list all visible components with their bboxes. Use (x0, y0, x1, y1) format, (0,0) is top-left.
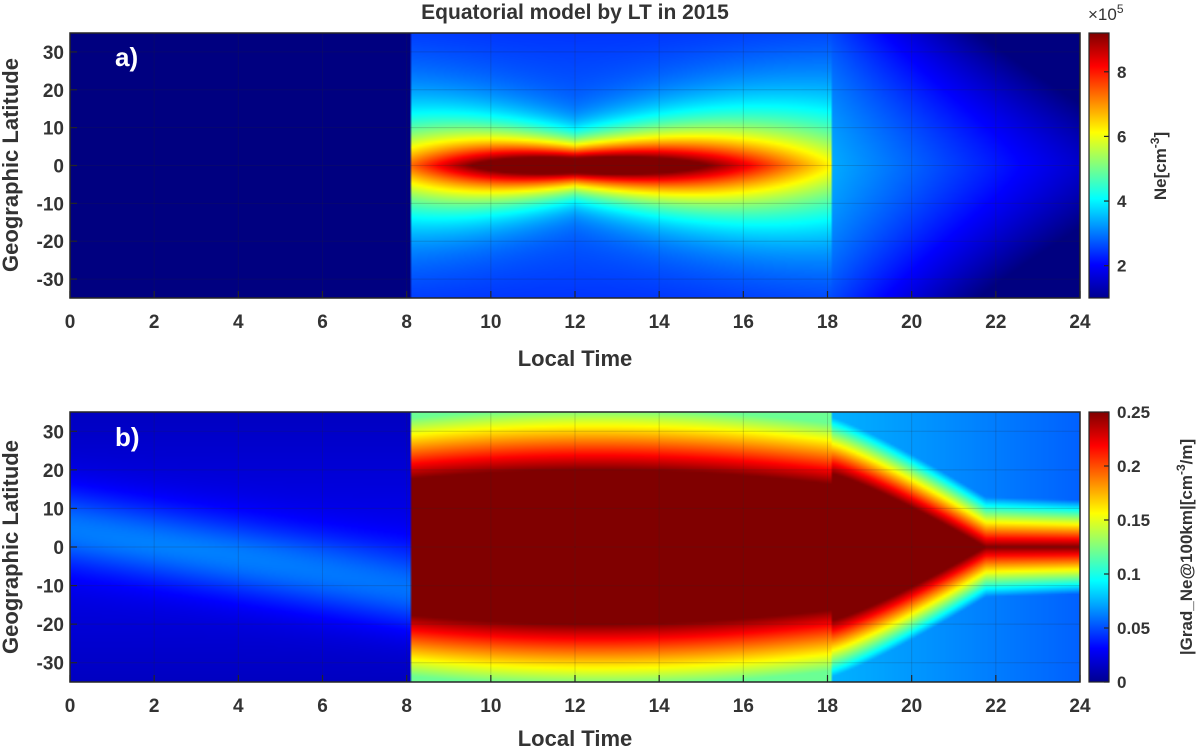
colorbar-tick-label: 0.1 (1117, 565, 1141, 584)
panel-a-heatmap (70, 33, 1080, 298)
panel-a-ylabel: Geographic Latitude (0, 58, 23, 272)
x-tick-label: 24 (1069, 696, 1091, 717)
x-tick-label: 6 (317, 312, 328, 333)
y-tick-label: 10 (43, 499, 64, 520)
x-tick-label: 24 (1069, 312, 1091, 333)
panel-b-heatmap (70, 412, 1080, 682)
x-tick-label: 22 (985, 696, 1006, 717)
colorbar-tick-label: 4 (1117, 192, 1127, 211)
y-tick-label: 30 (43, 422, 64, 443)
x-tick-label: 0 (65, 696, 76, 717)
panel-a-grid (70, 33, 1080, 298)
colorbar-a-ticks: 2 4 6 8 (1104, 63, 1127, 276)
colorbar-tick-label: 2 (1117, 257, 1126, 276)
x-tick-label: 2 (149, 312, 160, 333)
colorbar-tick-label: 0.15 (1117, 511, 1150, 530)
x-tick-label: 20 (901, 696, 922, 717)
x-tick-label: 12 (564, 696, 585, 717)
x-tick-label: 18 (817, 696, 838, 717)
y-tick-label: 20 (43, 461, 64, 482)
colorbar-tick-label: 0.2 (1117, 457, 1141, 476)
x-tick-label: 10 (480, 312, 501, 333)
x-tick-label: 4 (233, 696, 244, 717)
panel-b-label: b) (115, 422, 140, 452)
y-tick-label: 10 (43, 119, 64, 140)
panel-a-label: a) (115, 42, 138, 72)
colorbar-a-bar (1088, 32, 1110, 299)
x-tick-label: 20 (901, 312, 922, 333)
x-tick-label: 16 (733, 312, 754, 333)
x-tick-label: 22 (985, 312, 1006, 333)
y-tick-label: -30 (37, 654, 64, 675)
x-tick-label: 4 (233, 312, 244, 333)
colorbar-tick-label: 6 (1117, 127, 1126, 146)
chart-title: Equatorial model by LT in 2015 (421, 1, 729, 24)
y-tick-label: 30 (43, 43, 64, 64)
x-tick-label: 0 (65, 312, 76, 333)
colorbar-tick-label: 8 (1117, 63, 1126, 82)
x-tick-label: 12 (564, 312, 585, 333)
x-tick-label: 18 (817, 312, 838, 333)
colorbar-b-label: |Grad_Ne@100km|[cm-3/m] (1174, 439, 1196, 655)
panel-b-ylabel: Geographic Latitude (0, 440, 23, 654)
colorbar-a-label: Ne[cm-3] (1148, 132, 1170, 200)
colorbar-tick-label: 0.05 (1117, 619, 1150, 638)
x-tick-label: 2 (149, 696, 160, 717)
y-tick-label: -30 (37, 270, 64, 291)
colorbar-b-bar (1088, 411, 1110, 683)
colorbar-b-ticks: 0 0.05 0.1 0.15 0.2 0.25 (1104, 403, 1150, 692)
colorbar-tick-label: 0.25 (1117, 403, 1150, 422)
x-tick-label: 16 (733, 696, 754, 717)
x-tick-label: 8 (401, 696, 412, 717)
y-tick-label: -20 (37, 232, 64, 253)
x-tick-label: 6 (317, 696, 328, 717)
y-tick-label: -10 (37, 194, 64, 215)
y-tick-label: -10 (37, 577, 64, 598)
x-tick-label: 8 (401, 312, 412, 333)
y-tick-label: 0 (53, 157, 64, 178)
panel-b-grid (70, 412, 1080, 682)
x-tick-label: 14 (649, 312, 671, 333)
y-tick-label: 0 (53, 538, 64, 559)
colorbar-tick-label: 0 (1117, 673, 1126, 692)
panel-b-xlabel: Local Time (518, 726, 633, 751)
y-tick-label: -20 (37, 615, 64, 636)
colorbar-a-exponent: ×105 (1088, 2, 1124, 24)
panel-a-xlabel: Local Time (518, 346, 633, 371)
x-tick-label: 10 (480, 696, 501, 717)
x-tick-label: 14 (649, 696, 671, 717)
y-tick-label: 20 (43, 81, 64, 102)
